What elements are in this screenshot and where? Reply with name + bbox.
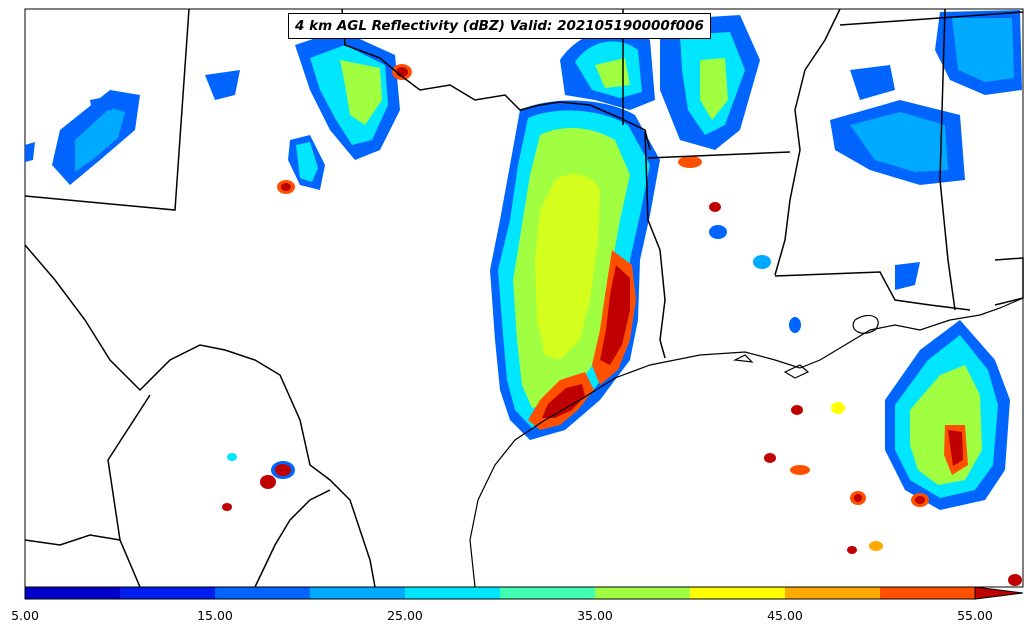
colorbar-segment [880,587,976,599]
scattered-cells [222,156,883,554]
louisiana-mississippi-border [774,271,971,311]
mississippi-river [774,8,841,276]
colorbar-segment [215,587,311,599]
gulf-cells [850,320,1022,586]
mexico-state-line-3 [254,489,331,588]
colorbar-outline [24,586,976,600]
colorbar-segments [25,587,976,599]
colorbar-segment [120,587,216,599]
texas-oklahoma-border [341,8,651,151]
colorbar-segment [785,587,881,599]
texas-louisiana-border [644,129,666,359]
colorbar-tick-label: 55.00 [957,608,993,623]
colorbar-segment [405,587,501,599]
mexico-state-line-1 [107,394,151,588]
colorbar-segment [595,587,691,599]
arkansas-louisiana-border [647,151,791,159]
colorbar-segment [310,587,406,599]
colorbar-segment [500,587,596,599]
borders [24,8,1024,588]
colorbar-tick-label: 45.00 [767,608,803,623]
colorbar-segment [25,587,121,599]
mexico-state-line-2 [24,534,121,546]
colorbar-extend-arrow [974,586,1024,600]
colorbar-tick-label: 25.00 [387,608,423,623]
map-title: 4 km AGL Reflectivity (dBZ) Valid: 20210… [288,13,711,39]
colorbar-tick-label: 35.00 [577,608,613,623]
mexico-border [24,244,376,588]
alabama-florida-border [994,257,1024,306]
reflectivity-cells [25,10,1022,586]
west-cells [25,30,412,194]
tennessee-border [839,11,1024,26]
colorbar-tick-label: 5.00 [11,608,39,623]
mississippi-alabama-border [939,8,956,311]
colorbar-segment [690,587,786,599]
squall-line-cell [490,100,660,441]
southeast-cells [830,10,1022,290]
coastline [469,297,1024,588]
oklahoma-cells [560,15,760,150]
colorbar-tick-label: 15.00 [197,608,233,623]
new-mexico-border [24,8,190,211]
